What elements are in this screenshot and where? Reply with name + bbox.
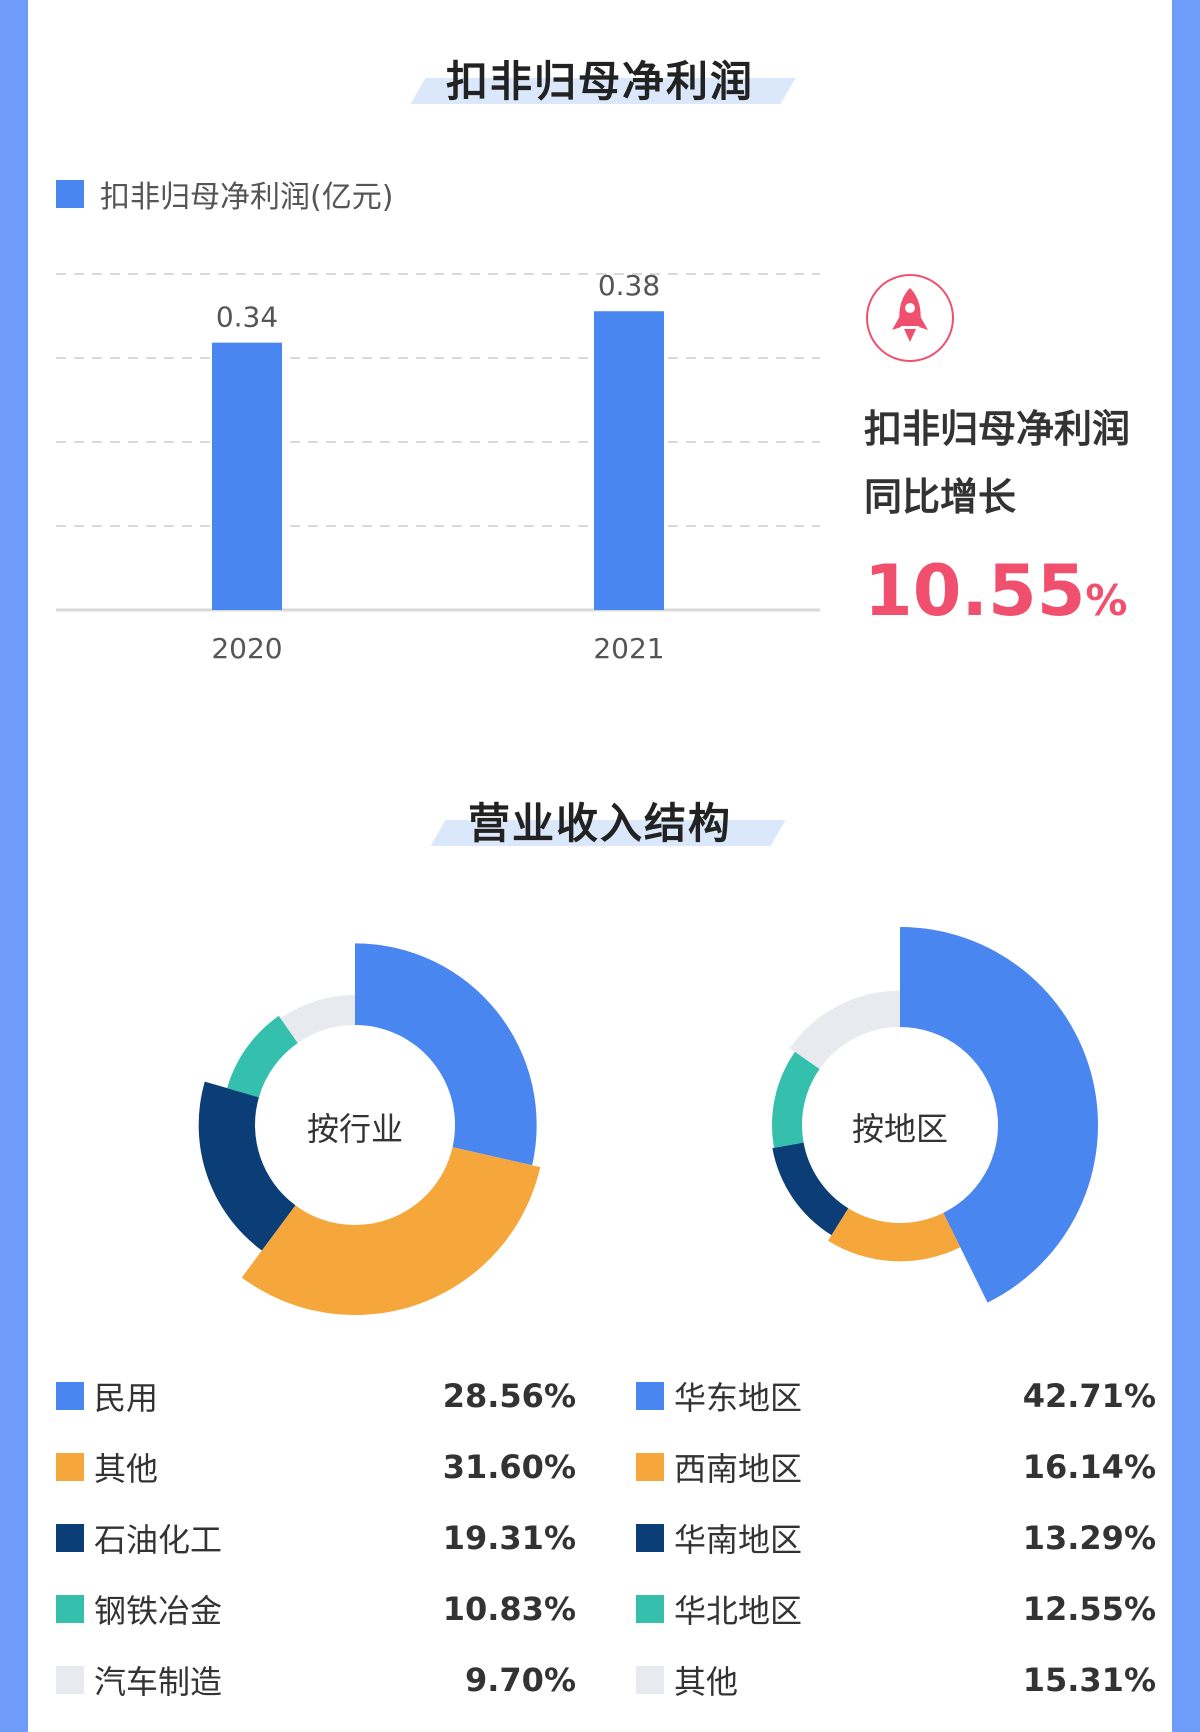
bar bbox=[212, 342, 282, 610]
donut-slice bbox=[828, 1208, 961, 1262]
donut-slice bbox=[772, 1142, 849, 1236]
legend-label: 扣非归母净利润(亿元) bbox=[100, 180, 394, 215]
legend-value: 31.60% bbox=[442, 1447, 576, 1486]
donut-industry-label: 按行业 bbox=[306, 1110, 403, 1148]
legend-value: 9.70% bbox=[464, 1660, 576, 1699]
legend-label: 华东地区 bbox=[674, 1378, 803, 1417]
legend-value: 16.14% bbox=[1022, 1447, 1156, 1486]
legend-label: 华北地区 bbox=[674, 1591, 803, 1630]
donut-region-label: 按地区 bbox=[851, 1110, 948, 1148]
report-card: 扣非归母净利润 扣非归母净利润(亿元) 0.34 2020 0.38 2021 扣非归… bbox=[28, 0, 1172, 1732]
legend-value: 13.29% bbox=[1022, 1518, 1156, 1557]
donut-region bbox=[772, 927, 1098, 1303]
legend-swatch bbox=[56, 1665, 84, 1694]
legend-label: 石油化工 bbox=[94, 1520, 223, 1559]
bar-legend: 扣非归母净利润(亿元) bbox=[56, 172, 393, 216]
legend-item: 民用 28.56% bbox=[56, 1360, 576, 1431]
legend-item: 其他 31.60% bbox=[56, 1431, 576, 1502]
legend-industry: 民用 28.56% 其他 31.60% 石油化工 19.31% 钢铁冶金 10.83% 汽车制造… bbox=[56, 1360, 576, 1715]
legend-label: 西南地区 bbox=[674, 1449, 803, 1488]
donut-slice bbox=[227, 1015, 298, 1098]
bar-chart: 0.34 2020 0.38 2021 bbox=[56, 269, 820, 665]
legend-label: 其他 bbox=[94, 1449, 159, 1488]
stat-number: 10.55 bbox=[864, 550, 1086, 632]
donut-slice bbox=[198, 1081, 296, 1251]
legend-item: 华南地区 13.29% bbox=[636, 1502, 1156, 1573]
legend-swatch bbox=[56, 1381, 84, 1410]
legend-swatch bbox=[56, 1452, 84, 1481]
legend-value: 10.83% bbox=[442, 1589, 576, 1628]
legend-item: 西南地区 16.14% bbox=[636, 1431, 1156, 1502]
section-title-revenue: 营业收入结构 bbox=[467, 799, 732, 848]
legend-item: 钢铁冶金 10.83% bbox=[56, 1573, 576, 1644]
donut-slice bbox=[280, 995, 355, 1044]
legend-value: 15.31% bbox=[1022, 1660, 1156, 1699]
legend-label: 民用 bbox=[94, 1378, 159, 1417]
legend-item: 华东地区 42.71% bbox=[636, 1360, 1156, 1431]
rocket-icon bbox=[864, 272, 956, 368]
legend-label: 华南地区 bbox=[674, 1520, 803, 1559]
legend-swatch bbox=[56, 1523, 84, 1552]
legend-item: 石油化工 19.31% bbox=[56, 1502, 576, 1573]
legend-label: 汽车制造 bbox=[94, 1662, 223, 1701]
legend-item: 华北地区 12.55% bbox=[636, 1573, 1156, 1644]
legend-swatch bbox=[636, 1452, 664, 1481]
stat-unit: % bbox=[1085, 576, 1128, 625]
donut-industry bbox=[198, 943, 541, 1315]
legend-swatch bbox=[56, 180, 84, 208]
legend-swatch bbox=[636, 1665, 664, 1694]
donut-slice bbox=[355, 943, 537, 1166]
legend-label: 其他 bbox=[674, 1662, 739, 1701]
legend-region: 华东地区 42.71% 西南地区 16.14% 华南地区 13.29% 华北地区 12.55%… bbox=[636, 1360, 1156, 1715]
donut-slice bbox=[241, 1147, 541, 1315]
legend-swatch bbox=[636, 1381, 664, 1410]
legend-swatch bbox=[56, 1594, 84, 1623]
legend-item: 其他 15.31% bbox=[636, 1644, 1156, 1715]
donut-slice bbox=[900, 927, 1098, 1303]
stat-label-line2: 同比增长 bbox=[864, 475, 1017, 519]
x-tick-label: 2020 bbox=[211, 632, 282, 665]
legend-value: 28.56% bbox=[442, 1376, 576, 1415]
donut-slice bbox=[789, 990, 900, 1069]
legend-value: 42.71% bbox=[1022, 1376, 1156, 1415]
x-tick-label: 2021 bbox=[593, 632, 664, 665]
bar-value-label: 0.38 bbox=[598, 269, 660, 302]
legend-value: 12.55% bbox=[1022, 1589, 1156, 1628]
stat-value: 10.55% bbox=[864, 550, 1128, 632]
legend-item: 汽车制造 9.70% bbox=[56, 1644, 576, 1715]
section-title-profit: 扣非归母净利润 bbox=[445, 57, 754, 106]
bar bbox=[594, 311, 664, 610]
legend-value: 19.31% bbox=[442, 1518, 576, 1557]
donut-slice bbox=[772, 1051, 820, 1148]
legend-swatch bbox=[636, 1594, 664, 1623]
stat-label-line1: 扣非归母净利润 bbox=[864, 407, 1131, 451]
bar-value-label: 0.34 bbox=[216, 301, 278, 334]
legend-swatch bbox=[636, 1523, 664, 1552]
legend-label: 钢铁冶金 bbox=[94, 1591, 223, 1630]
